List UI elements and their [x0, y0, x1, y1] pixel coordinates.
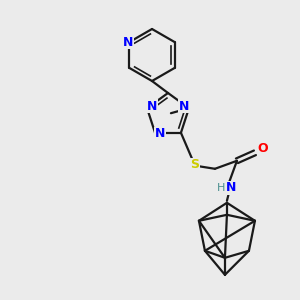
Text: N: N: [226, 181, 236, 194]
Text: H: H: [217, 183, 225, 193]
Text: O: O: [258, 142, 268, 155]
Text: S: S: [190, 158, 200, 171]
Text: N: N: [179, 100, 189, 113]
Text: N: N: [155, 127, 165, 140]
Text: N: N: [123, 35, 134, 49]
Text: N: N: [147, 100, 157, 113]
